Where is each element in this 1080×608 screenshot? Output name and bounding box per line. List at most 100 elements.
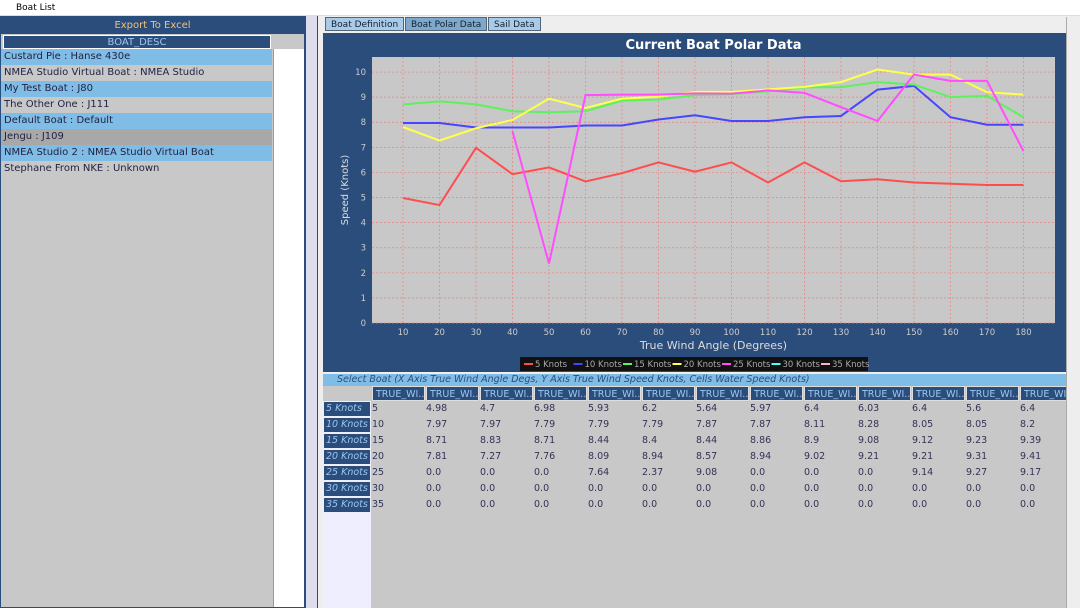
cell: 6.03 <box>858 403 880 414</box>
cell: 0.0 <box>426 467 442 478</box>
x-tick-label: 60 <box>580 328 591 338</box>
cell: 7.76 <box>534 451 556 462</box>
cell: 7.79 <box>642 419 664 430</box>
column-header: TRUE_WI... <box>804 386 857 401</box>
row-label: 25 Knots <box>324 466 370 480</box>
y-tick-label: 5 <box>361 194 366 204</box>
boat-list-panel: Export To Excel BOAT_DESC Custard Pie : … <box>0 16 305 608</box>
export-button[interactable]: Export To Excel <box>1 17 304 34</box>
cell: 0.0 <box>1020 483 1036 494</box>
cell: 2.37 <box>642 467 664 478</box>
boat-item[interactable]: The Other One : J111 <box>1 97 272 113</box>
cell: 9.41 <box>1020 451 1042 462</box>
cell: 0.0 <box>804 483 820 494</box>
chart-title: Current Boat Polar Data <box>626 38 802 53</box>
column-header: TRUE_WI... <box>912 386 965 401</box>
cell: 9.08 <box>696 467 718 478</box>
boat-item[interactable]: Custard Pie : Hanse 430e <box>1 49 272 65</box>
x-tick-label: 40 <box>507 328 518 338</box>
x-tick-label: 30 <box>471 328 482 338</box>
legend-label: 20 Knots <box>684 360 722 370</box>
y-tick-label: 4 <box>361 219 366 229</box>
y-tick-label: 10 <box>355 68 366 78</box>
chart: Current Boat Polar Data 0 1 2 3 4 5 6 7 8 9 10 10 20 3… <box>340 38 1055 371</box>
x-tick-label: 160 <box>942 328 958 338</box>
cell: 5.97 <box>750 403 772 414</box>
cell: 0.0 <box>696 483 712 494</box>
cell: 8.57 <box>696 451 718 462</box>
x-tick-label: 50 <box>544 328 555 338</box>
tab[interactable]: Boat Definition <box>325 17 405 31</box>
cell: 0.0 <box>912 499 928 510</box>
plot-area <box>372 57 1055 323</box>
cell: 8.94 <box>642 451 664 462</box>
legend-label: 5 Knots <box>535 360 568 370</box>
y-tick-label: 1 <box>361 294 366 304</box>
cell: 0.0 <box>750 467 766 478</box>
cell: 9.17 <box>1020 467 1042 478</box>
column-header: TRUE_WI... <box>966 386 1019 401</box>
row-label: 10 Knots <box>324 418 370 432</box>
x-tick-label: 10 <box>398 328 409 338</box>
cell: 4.7 <box>480 403 496 414</box>
x-tick-label: 140 <box>869 328 885 338</box>
column-header: BOAT_DESC <box>3 35 271 49</box>
x-tick-label: 80 <box>653 328 664 338</box>
boat-item[interactable]: Default Boat : Default <box>1 113 272 129</box>
polar-table: TRUE_WI... TRUE_WI... TRUE_WI... TRUE_WI...… <box>323 386 1066 608</box>
column-header: TRUE_WI... <box>588 386 641 401</box>
cell: 8.28 <box>858 419 880 430</box>
cell: 0.0 <box>912 483 928 494</box>
column-header: TRUE_WI... <box>426 386 479 401</box>
cell: 7.64 <box>588 467 610 478</box>
cell: 9.31 <box>966 451 988 462</box>
x-tick-label: 90 <box>690 328 701 338</box>
scrollbar[interactable] <box>1066 17 1080 608</box>
row-label: 35 Knots <box>324 498 370 512</box>
cell: 0.0 <box>642 499 658 510</box>
y-tick-label: 7 <box>361 143 366 153</box>
cell: 8.86 <box>750 435 772 446</box>
legend-label: 35 Knots <box>832 360 870 370</box>
boat-item[interactable]: Jengu : J109 <box>1 129 272 145</box>
column-header: TRUE_WI... <box>696 386 749 401</box>
cell: 6.4 <box>804 403 820 414</box>
cell: 30 <box>372 483 385 494</box>
boat-item[interactable]: My Test Boat : J80 <box>1 81 272 97</box>
cell: 8.71 <box>426 435 448 446</box>
cell: 0.0 <box>480 499 496 510</box>
boat-item[interactable]: NMEA Studio Virtual Boat : NMEA Studio <box>1 65 272 81</box>
column-header: TRUE_WI... <box>858 386 911 401</box>
y-tick-label: 3 <box>361 244 366 254</box>
cell: 6.2 <box>642 403 658 414</box>
cell: 9.08 <box>858 435 880 446</box>
cell: 0.0 <box>588 483 604 494</box>
boat-item[interactable]: NMEA Studio 2 : NMEA Studio Virtual Boat <box>1 145 272 161</box>
table-caption: Select Boat (X Axis True Wind Angle Degs… <box>323 374 1066 386</box>
cell: 6.98 <box>534 403 556 414</box>
cell: 0.0 <box>804 499 820 510</box>
cell: 9.21 <box>858 451 880 462</box>
cell: 0.0 <box>642 483 658 494</box>
cell: 8.2 <box>1020 419 1036 430</box>
x-tick-label: 70 <box>617 328 628 338</box>
cell: 5.93 <box>588 403 610 414</box>
row-label: 20 Knots <box>324 450 370 464</box>
cell: 9.21 <box>912 451 934 462</box>
cell: 8.4 <box>642 435 658 446</box>
tab[interactable]: Sail Data <box>488 17 541 31</box>
x-tick-label: 170 <box>979 328 995 338</box>
cell: 0.0 <box>1020 499 1036 510</box>
cell: 5.6 <box>966 403 982 414</box>
boat-item[interactable]: Stephane From NKE : Unknown <box>1 161 272 177</box>
series-line <box>402 81 1025 119</box>
splitter[interactable] <box>305 16 318 608</box>
x-tick-label: 120 <box>796 328 812 338</box>
x-tick-label: 180 <box>1015 328 1031 338</box>
cell: 0.0 <box>750 499 766 510</box>
row-label: 5 Knots <box>324 402 370 416</box>
tab[interactable]: Boat Polar Data <box>405 17 488 31</box>
series-line <box>402 146 1024 207</box>
scrollbar[interactable] <box>273 49 304 607</box>
